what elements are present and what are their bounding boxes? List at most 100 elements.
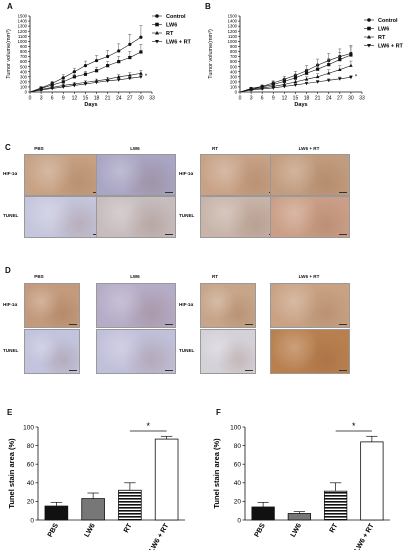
micrograph-image xyxy=(24,196,104,238)
y-tick-label: 1400 xyxy=(228,19,238,24)
data-point xyxy=(282,79,286,83)
x-tick-label: 21 xyxy=(315,96,321,102)
panel-label-e: E xyxy=(7,408,13,417)
data-point xyxy=(83,64,88,68)
y-axis-title: Tunel stain area (%) xyxy=(212,438,221,509)
micrograph-column-title: LW6 + RT xyxy=(298,274,320,279)
scale-bar xyxy=(245,370,253,371)
y-tick-label: 60 xyxy=(234,462,242,469)
micrograph-image xyxy=(200,196,280,238)
x-axis-title: Days xyxy=(84,102,97,108)
x-tick-label: 27 xyxy=(337,96,343,102)
x-axis-title: Days xyxy=(294,102,307,108)
x-tick-label: 30 xyxy=(138,96,144,102)
data-point xyxy=(282,85,287,89)
micrograph-column-title: LW6 xyxy=(130,274,140,279)
legend-label: LW6 + RT xyxy=(378,44,404,50)
legend-label: Control xyxy=(378,18,398,24)
scale-bar xyxy=(69,370,77,371)
legend-marker xyxy=(367,44,371,48)
micrograph-image xyxy=(200,329,256,374)
data-point xyxy=(128,55,132,60)
x-tick-label: 0 xyxy=(29,96,32,102)
data-point xyxy=(304,82,309,86)
data-point xyxy=(39,88,43,92)
y-tick-label: 700 xyxy=(20,54,28,59)
category-label: RT xyxy=(329,522,340,534)
micrograph-column-title: LW6 xyxy=(130,146,140,151)
y-tick-label: 1100 xyxy=(18,34,28,39)
y-tick-label: 100 xyxy=(23,424,34,431)
x-tick-label: 18 xyxy=(304,96,310,102)
data-point xyxy=(349,63,353,67)
y-tick-label: 1300 xyxy=(18,24,28,29)
data-point xyxy=(326,79,331,83)
data-point xyxy=(106,54,110,59)
data-point xyxy=(315,80,320,84)
y-tick-label: 500 xyxy=(230,64,238,69)
category-label: LW6 xyxy=(84,522,97,538)
data-point xyxy=(282,82,287,86)
tunel-bar-chart-f: 0 20 40 60 80 100 Tunel stain area (%) PBS LW6 RT… xyxy=(212,421,390,550)
micrograph-column-title: RT xyxy=(211,146,219,151)
x-tick-label: 6 xyxy=(51,96,54,102)
micrograph-image xyxy=(270,329,350,374)
legend-label: RT xyxy=(166,31,174,37)
y-tick-label: 40 xyxy=(27,480,35,487)
y-axis-title: Tumor volume(mm³) xyxy=(208,29,214,79)
data-point xyxy=(338,67,342,71)
micrograph-image xyxy=(24,329,80,374)
legend-label: LW6 xyxy=(166,23,177,29)
bar xyxy=(154,438,179,521)
data-point xyxy=(128,42,132,46)
data-point xyxy=(128,77,132,81)
x-tick-label: 18 xyxy=(94,96,100,102)
tumor-volume-chart-a: 0 3 6 9 12 15 18 21 24 27 30 3301002003004005006007… xyxy=(6,14,192,108)
panel-label-b: B xyxy=(205,2,211,11)
scale-bar xyxy=(339,234,347,235)
y-tick-label: 1000 xyxy=(228,39,238,44)
y-tick-label: 60 xyxy=(27,462,35,469)
scale-bar xyxy=(165,234,173,235)
x-tick-label: 9 xyxy=(272,96,275,102)
x-tick-label: 21 xyxy=(105,96,111,102)
data-point xyxy=(349,76,353,80)
data-point xyxy=(83,82,88,86)
x-tick-label: 12 xyxy=(282,96,288,102)
data-point xyxy=(128,73,132,77)
y-tick-label: 0 xyxy=(237,517,241,524)
data-point xyxy=(72,75,76,79)
bar xyxy=(81,498,105,521)
category-label: LW6 xyxy=(290,522,303,538)
y-tick-label: 100 xyxy=(20,85,28,90)
panel-label-c: C xyxy=(5,143,11,152)
data-point xyxy=(116,78,121,82)
data-point xyxy=(50,87,54,91)
legend-marker xyxy=(367,26,371,31)
data-point xyxy=(61,80,65,84)
legend-marker xyxy=(155,14,159,18)
data-point xyxy=(83,72,88,76)
micrograph-panel-d: PBS LW6 RT LW6 + RT HIF-1α HIF-1α TUNEL TUNEL xyxy=(0,262,405,387)
y-tick-label: 1100 xyxy=(228,34,238,39)
scale-bar xyxy=(339,370,347,371)
micrograph-image xyxy=(270,154,350,196)
y-tick-label: 1500 xyxy=(18,14,28,19)
data-point xyxy=(315,74,320,79)
scale-bar xyxy=(339,324,347,325)
data-point xyxy=(139,50,143,54)
micrograph-column-title: LW6 + RT xyxy=(298,146,320,151)
data-point xyxy=(293,83,298,87)
data-point xyxy=(293,79,298,84)
micrograph-image xyxy=(96,329,176,374)
micrograph-panel-c: PBS LW6 RT LW6 + RT HIF-1α HIF-1α TUNEL TUNEL xyxy=(0,140,405,260)
micrograph-column-title: PBS xyxy=(34,146,44,151)
micrograph-row-label: TUNEL xyxy=(179,213,195,218)
data-point xyxy=(304,77,309,81)
data-point xyxy=(139,75,143,79)
bar xyxy=(360,441,384,521)
micrograph-row-label: HIF-1α xyxy=(3,171,18,176)
micrograph-image xyxy=(200,154,280,196)
data-point xyxy=(249,88,253,92)
y-tick-label: 0 xyxy=(30,517,34,524)
